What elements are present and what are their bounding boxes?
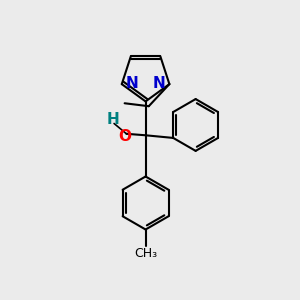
Text: N: N bbox=[126, 76, 138, 91]
Text: O: O bbox=[118, 129, 131, 144]
Text: H: H bbox=[106, 112, 119, 128]
Text: CH₃: CH₃ bbox=[134, 247, 157, 260]
Text: N: N bbox=[153, 76, 166, 91]
